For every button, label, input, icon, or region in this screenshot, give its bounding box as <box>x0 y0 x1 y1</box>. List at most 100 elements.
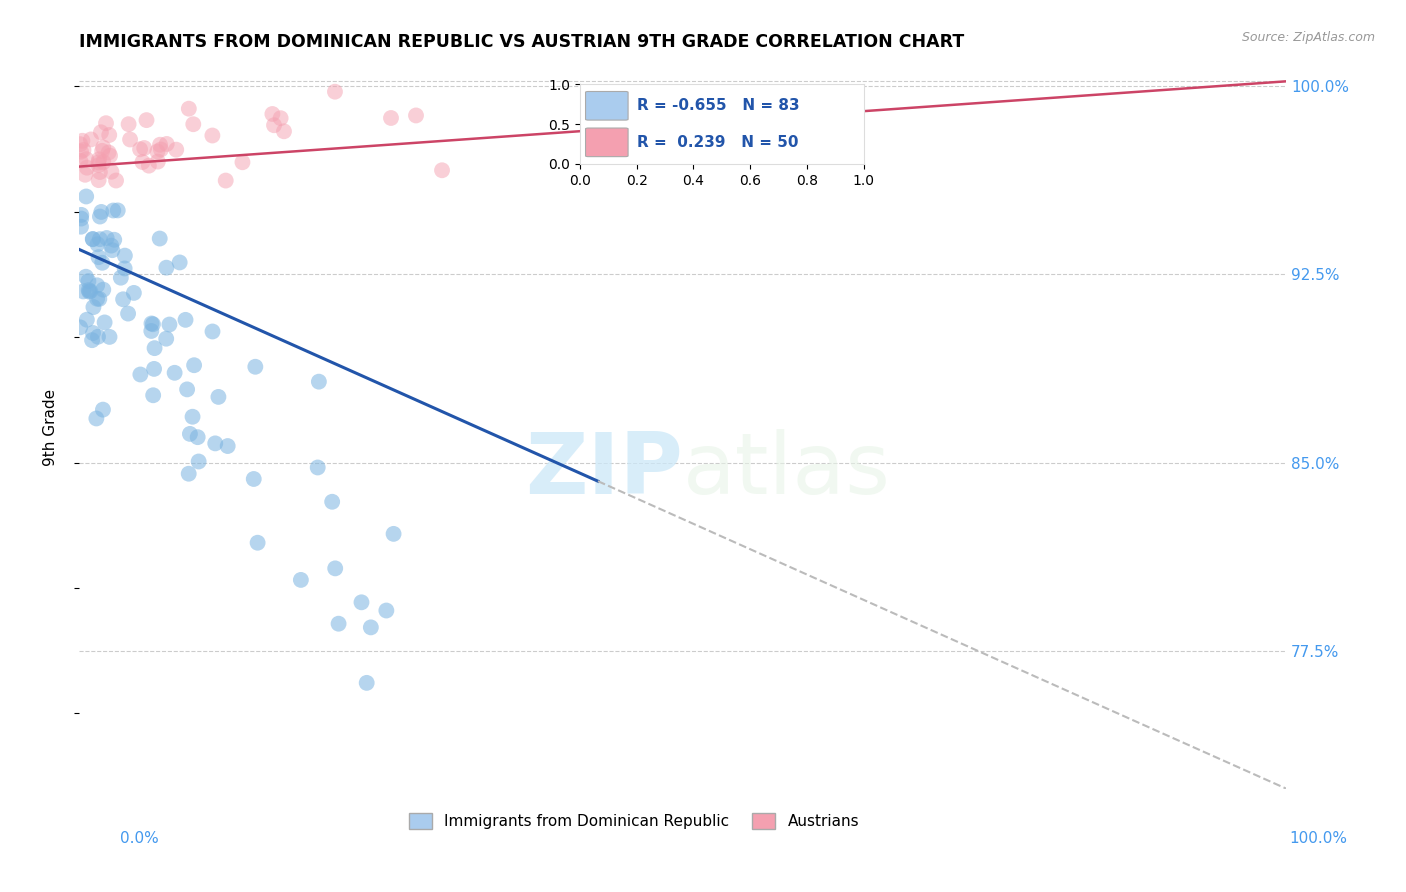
Point <box>117 307 139 321</box>
Point <box>290 573 312 587</box>
Point <box>76 161 98 175</box>
Point <box>72 285 94 299</box>
Point <box>217 439 239 453</box>
Point <box>77 283 100 297</box>
Point <box>89 165 111 179</box>
Point <box>75 269 97 284</box>
Point <box>270 111 292 125</box>
Point <box>181 117 204 131</box>
Point <box>82 326 104 340</box>
Point <box>77 274 100 288</box>
Point <box>79 285 101 299</box>
Point <box>117 117 139 131</box>
Point <box>246 535 269 549</box>
Point <box>165 143 187 157</box>
Point <box>87 155 110 169</box>
Point <box>103 233 125 247</box>
Point <box>69 320 91 334</box>
Point <box>76 312 98 326</box>
Point <box>98 149 121 163</box>
Point <box>183 358 205 372</box>
Text: IMMIGRANTS FROM DOMINICAN REPUBLIC VS AUSTRIAN 9TH GRADE CORRELATION CHART: IMMIGRANTS FROM DOMINICAN REPUBLIC VS AU… <box>79 33 965 51</box>
Point <box>179 426 201 441</box>
Point <box>155 260 177 275</box>
Point <box>70 219 93 234</box>
Point <box>70 211 93 226</box>
Point <box>91 144 114 158</box>
Point <box>262 107 284 121</box>
Point <box>405 108 427 122</box>
Point <box>350 595 373 609</box>
Point <box>86 237 108 252</box>
Point <box>204 436 226 450</box>
Point <box>114 249 136 263</box>
Point <box>187 430 209 444</box>
Point <box>94 116 117 130</box>
Point <box>91 283 114 297</box>
Text: Source: ZipAtlas.com: Source: ZipAtlas.com <box>1241 31 1375 45</box>
Point <box>328 616 350 631</box>
Point <box>156 136 179 151</box>
Point <box>135 113 157 128</box>
Point <box>91 140 114 154</box>
Point <box>98 128 121 142</box>
Point <box>159 318 181 332</box>
Point <box>122 285 145 300</box>
Point <box>82 300 104 314</box>
Point <box>105 173 128 187</box>
Point <box>207 390 229 404</box>
Point <box>72 143 94 157</box>
Point <box>177 102 200 116</box>
Point <box>201 128 224 143</box>
Point <box>174 313 197 327</box>
Point <box>87 250 110 264</box>
Point <box>86 292 108 306</box>
Point <box>187 454 209 468</box>
Point <box>87 153 110 167</box>
Point <box>112 293 135 307</box>
Point <box>215 173 238 187</box>
Point <box>129 142 152 156</box>
Point <box>131 155 153 169</box>
Point <box>142 388 165 402</box>
Point <box>90 205 112 219</box>
Point <box>138 159 160 173</box>
Point <box>321 495 343 509</box>
Point <box>91 155 114 169</box>
Point <box>98 330 121 344</box>
Point <box>181 409 204 424</box>
Point <box>87 158 110 172</box>
Point <box>307 460 329 475</box>
Text: 100.0%: 100.0% <box>1289 831 1347 846</box>
Point <box>100 238 122 252</box>
Point <box>273 124 295 138</box>
Point <box>96 231 118 245</box>
Point <box>101 243 124 257</box>
Point <box>176 383 198 397</box>
Point <box>146 154 169 169</box>
Point <box>375 603 398 617</box>
Point <box>97 145 120 160</box>
Text: atlas: atlas <box>682 429 890 512</box>
Point <box>72 134 94 148</box>
Point <box>70 208 93 222</box>
Point <box>242 472 264 486</box>
Point <box>75 189 97 203</box>
Point <box>70 145 93 159</box>
Point <box>80 132 103 146</box>
Point <box>69 137 91 152</box>
Point <box>245 359 267 374</box>
Point <box>155 332 177 346</box>
Point <box>380 111 402 125</box>
Point <box>201 325 224 339</box>
Point <box>69 153 91 168</box>
Point <box>141 324 163 338</box>
Point <box>86 411 108 425</box>
Point <box>149 231 172 245</box>
Point <box>75 168 97 182</box>
Legend: Immigrants from Dominican Republic, Austrians: Immigrants from Dominican Republic, Aust… <box>404 807 865 835</box>
Point <box>146 145 169 159</box>
Point <box>231 155 253 169</box>
Point <box>91 256 114 270</box>
Point <box>89 232 111 246</box>
